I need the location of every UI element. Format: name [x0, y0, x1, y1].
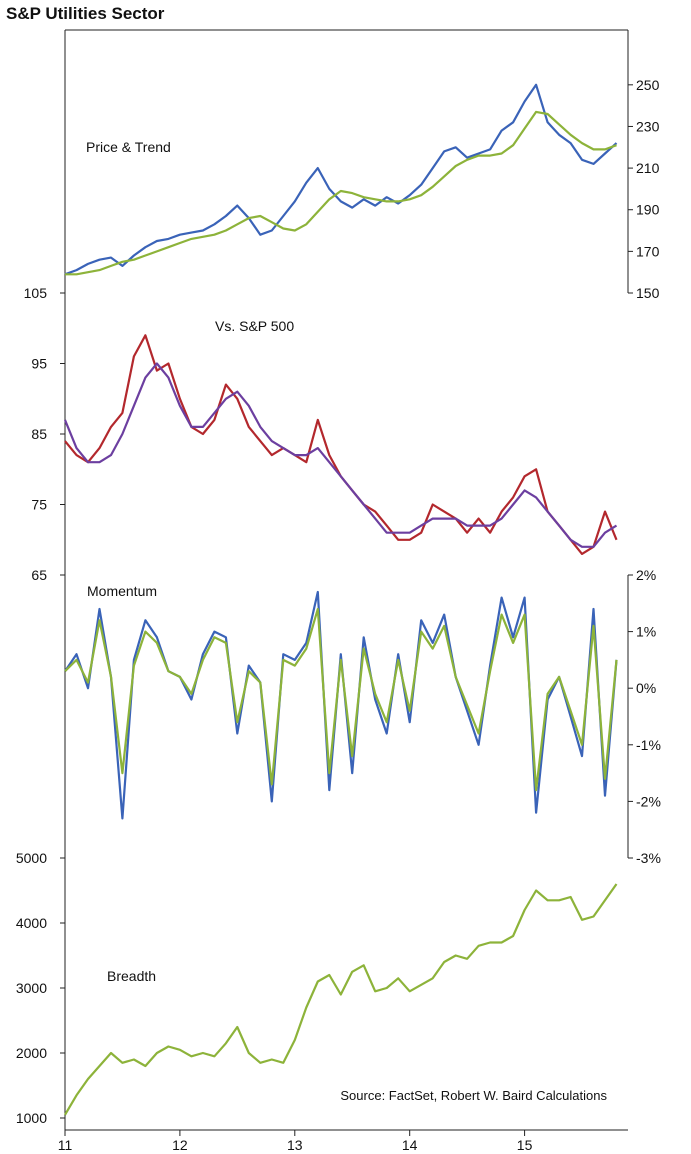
- series-line-blue: [64, 590, 618, 820]
- y-tick-label: -2%: [636, 793, 661, 809]
- y-tick-label: 2000: [16, 1045, 47, 1061]
- y-tick-label: 75: [31, 497, 47, 513]
- y-tick-label: 5000: [16, 850, 47, 866]
- series-line-green: [64, 607, 618, 792]
- panel-label: Momentum: [87, 583, 157, 599]
- y-tick-label: 1%: [636, 624, 656, 640]
- panel-label: Price & Trend: [86, 139, 171, 155]
- series-line-blue: [64, 83, 618, 276]
- chart-title: S&P Utilities Sector: [6, 4, 165, 23]
- x-tick-label: 13: [287, 1137, 303, 1153]
- y-tick-label: 190: [636, 202, 660, 218]
- x-tick-label: 14: [402, 1137, 418, 1153]
- y-tick-label: 2%: [636, 567, 656, 583]
- source-note: Source: FactSet, Robert W. Baird Calcula…: [340, 1088, 607, 1103]
- x-tick-label: 12: [172, 1137, 188, 1153]
- series-line-green: [64, 883, 618, 1116]
- y-tick-label: 4000: [16, 915, 47, 931]
- y-tick-label: 170: [636, 243, 660, 259]
- y-tick-label: 230: [636, 118, 660, 134]
- y-tick-label: 0%: [636, 680, 656, 696]
- y-tick-label: 150: [636, 285, 660, 301]
- panel-label: Vs. S&P 500: [215, 318, 294, 334]
- series-line-purple: [63, 362, 618, 548]
- y-tick-label: 1000: [16, 1110, 47, 1126]
- y-tick-label: 105: [24, 285, 48, 301]
- y-tick-label: 3000: [16, 980, 47, 996]
- y-tick-label: 65: [31, 567, 47, 583]
- y-tick-label: 250: [636, 77, 660, 93]
- y-tick-label: -1%: [636, 737, 661, 753]
- y-tick-label: 210: [636, 160, 660, 176]
- x-tick-label: 15: [517, 1137, 533, 1153]
- x-tick-label: 11: [58, 1137, 73, 1153]
- panel-label: Breadth: [107, 968, 156, 984]
- y-tick-label: 85: [31, 426, 47, 442]
- y-tick-label: 95: [31, 356, 47, 372]
- y-tick-label: -3%: [636, 850, 661, 866]
- series-line-red: [64, 334, 618, 555]
- series-line-green: [65, 110, 617, 276]
